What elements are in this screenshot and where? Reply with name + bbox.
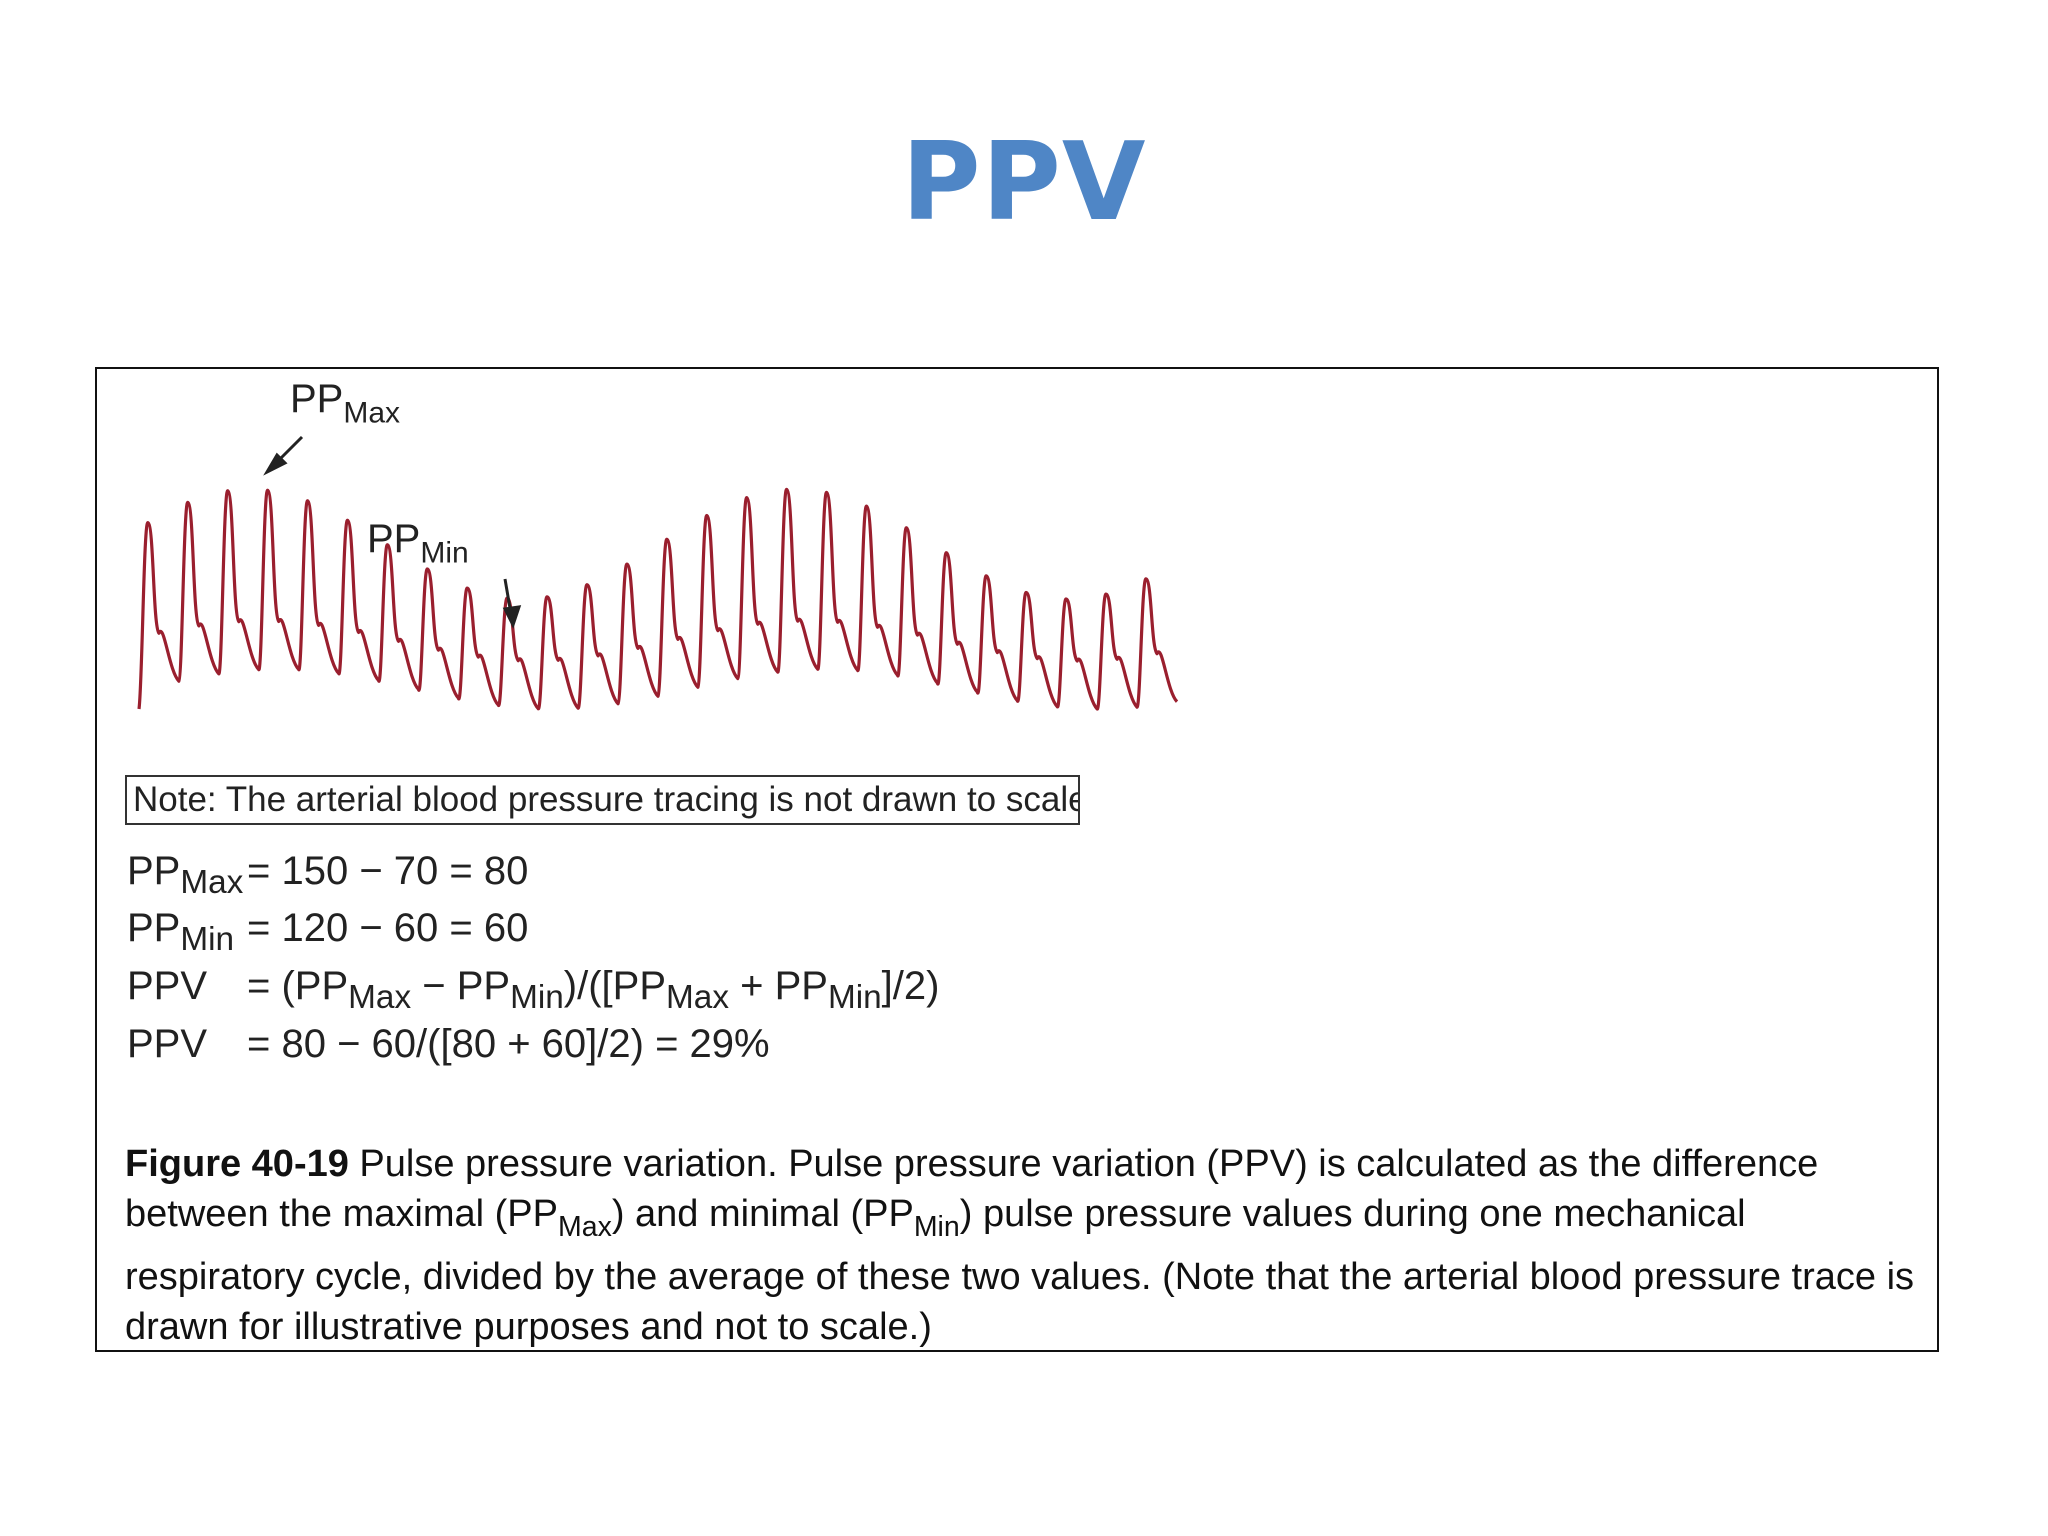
pp-max-arrow [263,435,304,476]
figure-number: Figure 40-19 [125,1143,349,1185]
slide-title: PPV [901,120,1147,245]
scale-note: Note: The arterial blood pressure tracin… [125,775,1080,825]
figure-caption: Figure 40-19 Pulse pressure variation. P… [125,1143,1915,1348]
pp-min-arrow [502,578,522,629]
figure-frame: PPMax PPMin Note: The arterial blood pre… [95,367,1939,1352]
pressure-waveform [137,487,1179,711]
pp-min-label: PPMin [367,517,469,570]
pp-max-label: PPMax [290,377,401,430]
arterial-pressure-trace [137,435,1179,711]
